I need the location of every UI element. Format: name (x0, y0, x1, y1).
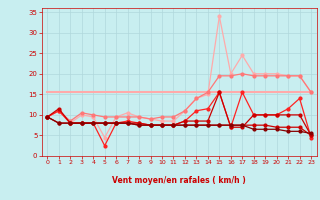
X-axis label: Vent moyen/en rafales ( km/h ): Vent moyen/en rafales ( km/h ) (112, 176, 246, 185)
